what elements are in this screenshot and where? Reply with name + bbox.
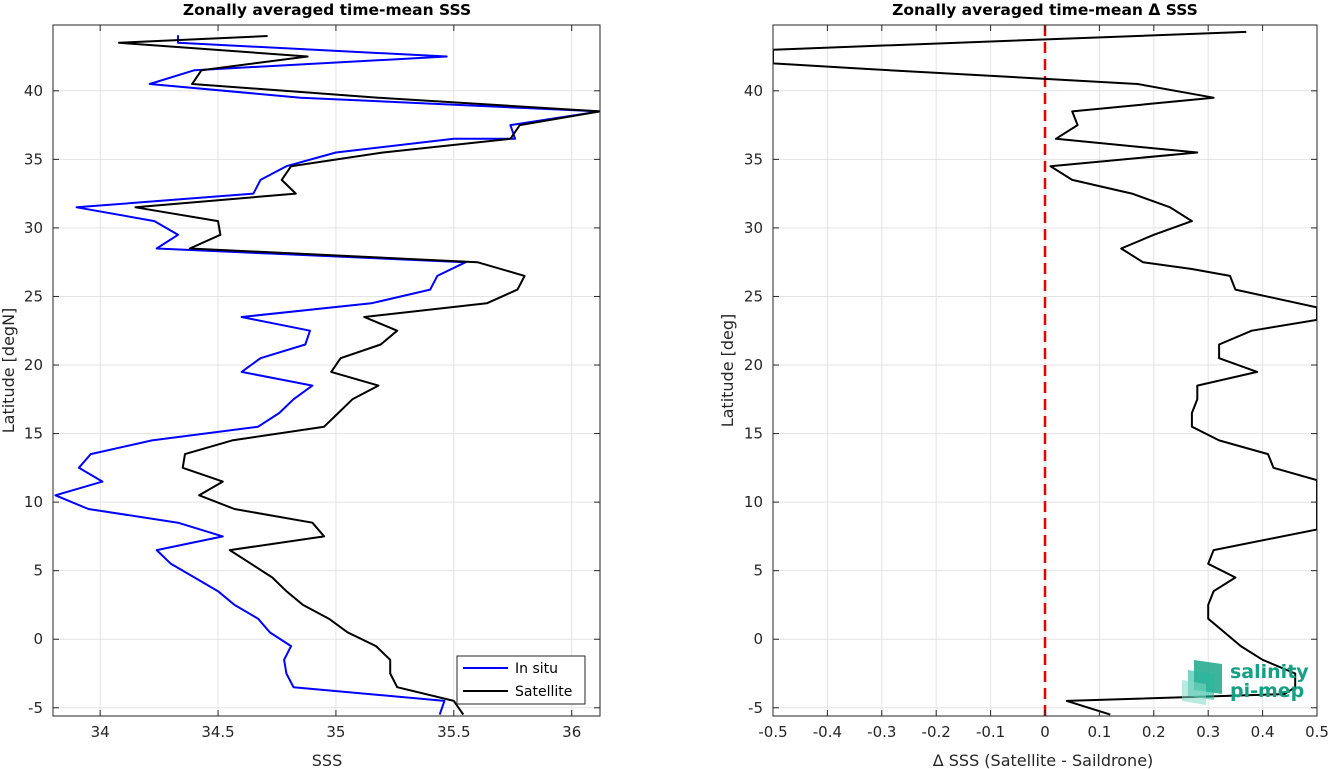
y-axis-label: Latitude [deg] <box>718 314 737 428</box>
sss-panel: 34 34.5 35 35.5 36 -5 0 5 10 15 20 25 30 35 40 Zonally … <box>0 1 601 769</box>
logo-text-salinity: salinity <box>1230 661 1309 683</box>
y-tick-label: 35 <box>744 150 763 168</box>
series-line-satellite <box>118 35 600 716</box>
logo-block-3 <box>1182 680 1206 705</box>
x-tick-label: 0.2 <box>1142 723 1166 741</box>
y-tick-label: 40 <box>744 82 763 100</box>
plot-data <box>773 25 1317 716</box>
y-tick-label: 10 <box>744 493 763 511</box>
x-tick-label: -0.4 <box>813 723 842 741</box>
y-tick-label: 30 <box>24 219 43 237</box>
y-tick-label: 0 <box>33 630 43 648</box>
logo-text-pi-mep: pi-mep <box>1230 680 1304 702</box>
y-tick-label: 15 <box>24 425 43 443</box>
x-tick-label: 35 <box>326 723 345 741</box>
axes-box <box>52 24 601 717</box>
x-tick-label: -0.3 <box>867 723 896 741</box>
y-tick-label: 35 <box>24 150 43 168</box>
y-tick-label: 0 <box>753 630 763 648</box>
y-tick-label: -5 <box>28 699 43 717</box>
delta-sss-panel: -0.5 -0.4 -0.3 -0.2 -0.1 0 0.1 0.2 0.3 0.4 0.5 -5 0 5… <box>718 1 1329 769</box>
y-tick-label: -5 <box>748 699 763 717</box>
y-tick-label: 40 <box>24 82 43 100</box>
x-tick-label: 0.3 <box>1196 723 1220 741</box>
legend-label-satellite: Satellite <box>515 684 572 700</box>
y-tick-label: 20 <box>744 356 763 374</box>
x-tick-label: 0.1 <box>1087 723 1111 741</box>
x-tick-label: -0.2 <box>922 723 951 741</box>
plot-area <box>53 25 600 716</box>
x-axis-label: SSS <box>312 751 342 769</box>
y-axis-label: Latitude [degN] <box>0 308 18 434</box>
series-line-delta-sss <box>773 30 1317 716</box>
x-tick-label: 0 <box>1040 723 1050 741</box>
y-tick-label: 20 <box>24 356 43 374</box>
plot-data <box>54 35 600 716</box>
x-axis-label: Δ SSS (Satellite - Saildrone) <box>933 751 1154 769</box>
x-tick-label: 36 <box>562 723 581 741</box>
y-tick-label: 15 <box>744 425 763 443</box>
legend-label-in-situ: In situ <box>515 661 558 677</box>
legend: In situ Satellite <box>456 655 586 705</box>
x-tick-label: 0.5 <box>1305 723 1329 741</box>
x-tick-label: 34.5 <box>201 723 234 741</box>
x-tick-label: -0.5 <box>758 723 787 741</box>
chart-title: Zonally averaged time-mean Δ SSS <box>892 1 1198 19</box>
y-tick-label: 25 <box>24 287 43 305</box>
y-tick-label: 25 <box>744 287 763 305</box>
legend-box <box>456 655 586 705</box>
y-tick-label: 5 <box>753 562 763 580</box>
x-tick-label: -0.1 <box>976 723 1005 741</box>
salinity-pi-mep-logo: salinity pi-mep <box>1182 660 1309 705</box>
y-tick-label: 10 <box>24 493 43 511</box>
chart-title: Zonally averaged time-mean SSS <box>183 1 471 19</box>
y-tick-label: 30 <box>744 219 763 237</box>
x-tick-label: 35.5 <box>437 723 470 741</box>
y-tick-label: 5 <box>33 562 43 580</box>
x-tick-label: 34 <box>91 723 110 741</box>
x-tick-label: 0.4 <box>1251 723 1275 741</box>
